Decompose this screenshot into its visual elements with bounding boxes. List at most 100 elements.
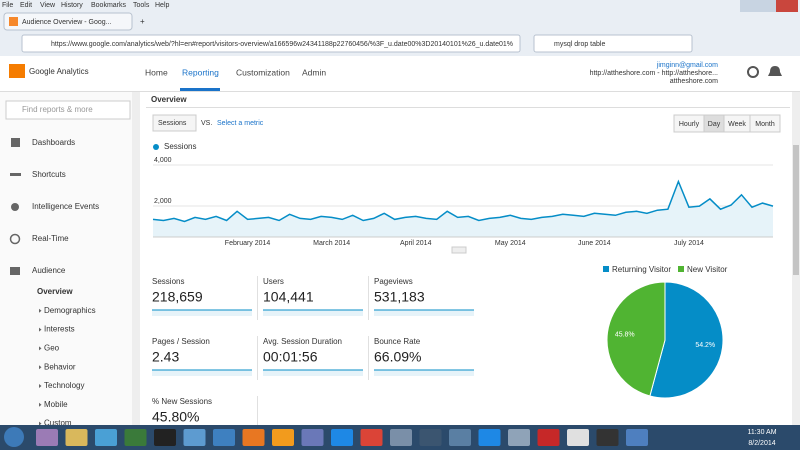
metric-sparkline-area (374, 310, 474, 316)
notifications-icon[interactable] (768, 66, 782, 76)
taskbar-icon[interactable] (124, 429, 147, 446)
scroll-thumb[interactable] (793, 145, 799, 275)
taskbar-icon[interactable] (301, 429, 324, 446)
slice-label: 45.8% (615, 332, 635, 339)
menu-item[interactable]: File (2, 2, 13, 9)
menu-item[interactable]: Tools (133, 2, 150, 9)
pie-slice (649, 281, 724, 399)
legend-swatch (603, 266, 609, 272)
taskbar-icon[interactable] (213, 429, 235, 446)
menu-item[interactable]: Bookmarks (91, 2, 127, 9)
sidebar-subitem[interactable]: Mobile (44, 400, 68, 409)
taskbar-icon[interactable] (154, 429, 176, 446)
bullet-arrow (39, 327, 42, 332)
resize-handle[interactable] (451, 246, 467, 254)
sidebar-subitem[interactable]: Geo (44, 344, 60, 353)
metric-value: 2.43 (152, 349, 179, 365)
metric-value: 00:01:56 (263, 349, 318, 365)
taskbar-icon[interactable] (183, 429, 206, 446)
x-tick-label: June 2014 (578, 240, 611, 247)
metric-label: Pageviews (374, 277, 413, 286)
sidebar-subitem[interactable]: Interests (44, 325, 75, 334)
x-tick-label: May 2014 (495, 240, 526, 247)
y-tick-label: 4,000 (154, 157, 172, 164)
url-bar[interactable] (21, 34, 521, 53)
sidebar-item[interactable]: Audience (32, 266, 66, 275)
taskbar-icon[interactable] (596, 429, 619, 446)
taskbar-icon[interactable] (390, 429, 412, 446)
taskbar-icon[interactable] (95, 429, 117, 446)
sidebar-subitem[interactable]: Custom (44, 419, 72, 428)
taskbar-icon[interactable] (65, 429, 88, 446)
bullet-arrow (39, 365, 42, 370)
menu-item[interactable]: History (61, 2, 83, 9)
bullet-arrow (39, 308, 42, 313)
taskbar-icon[interactable] (449, 429, 471, 446)
icon (10, 173, 21, 176)
nav-item[interactable]: Admin (302, 67, 326, 77)
taskbar-icon[interactable] (508, 429, 530, 446)
sidebar-item[interactable]: Shortcuts (32, 170, 66, 179)
close-button[interactable] (776, 0, 798, 12)
legend-marker (153, 144, 159, 150)
granularity-label: Month (755, 121, 775, 128)
taskbar-icon[interactable] (567, 429, 589, 446)
sidebar (0, 92, 140, 425)
account-site[interactable]: http://attheshore.com - http://attheshor… (590, 70, 718, 77)
taskbar-icon[interactable] (419, 429, 442, 446)
sessions-area (153, 181, 773, 237)
legend-label: Sessions (164, 142, 196, 151)
select-metric[interactable]: Select a metric (217, 120, 264, 127)
icon (9, 233, 21, 245)
taskbar-icon[interactable] (242, 429, 265, 446)
granularity-button[interactable] (749, 114, 781, 133)
sidebar-item[interactable]: Real-Time (32, 234, 69, 243)
taskbar-icon[interactable] (360, 429, 383, 446)
start-button[interactable] (4, 427, 24, 447)
metric-value: 45.80% (152, 409, 199, 425)
sidebar-item[interactable]: Intelligence Events (32, 202, 99, 211)
ga-logo[interactable]: Google Analytics (29, 67, 89, 76)
taskbar-icon[interactable] (331, 429, 353, 446)
metric-sparkline-area (263, 310, 363, 316)
tab[interactable] (3, 12, 133, 31)
nav-item[interactable]: Customization (236, 67, 290, 77)
pie-slice (606, 281, 666, 397)
nav-item-active[interactable]: Reporting (182, 67, 219, 77)
taskbar-icon[interactable] (537, 429, 560, 446)
taskbar-icon[interactable] (272, 429, 294, 446)
taskbar-icon[interactable] (626, 429, 648, 446)
new-tab[interactable]: + (140, 17, 145, 26)
sidebar-item[interactable]: Dashboards (32, 138, 75, 147)
legend-label: New Visitor (687, 265, 728, 274)
nav-item[interactable]: Home (145, 67, 168, 77)
taskbar-icon[interactable] (478, 429, 501, 446)
metric-dropdown[interactable] (152, 114, 197, 132)
sidebar-subitem[interactable]: Technology (44, 381, 84, 390)
sidebar-scrollbar[interactable] (132, 92, 140, 425)
sidebar-subitem-active[interactable]: Overview (37, 287, 73, 296)
taskbar-icon[interactable] (36, 429, 58, 446)
icon (11, 203, 19, 211)
menu-item[interactable]: Edit (20, 2, 32, 9)
metric-label: Pages / Session (152, 337, 210, 346)
sidebar-subitem[interactable]: Behavior (44, 362, 76, 371)
ga-logo-icon (9, 64, 25, 78)
account-email[interactable]: jimginn@gmail.com (656, 62, 718, 69)
icon (11, 138, 20, 147)
sidebar-search[interactable] (5, 100, 131, 120)
metric-label: Users (263, 277, 284, 286)
menu-item[interactable]: Help (155, 2, 170, 9)
settings-icon[interactable] (747, 66, 759, 78)
metric-sparkline-area (152, 310, 252, 316)
bullet-arrow (39, 421, 42, 426)
sidebar-subitem[interactable]: Demographics (44, 306, 96, 315)
account-site-short: attheshore.com (670, 78, 718, 85)
menu-item[interactable]: View (40, 2, 56, 9)
search-text: mysql drop table (554, 41, 605, 48)
search-bar[interactable] (533, 34, 693, 53)
metric-select: Sessions (158, 120, 187, 127)
metric-label: % New Sessions (152, 397, 212, 406)
overview-tab[interactable]: Overview (151, 95, 187, 104)
